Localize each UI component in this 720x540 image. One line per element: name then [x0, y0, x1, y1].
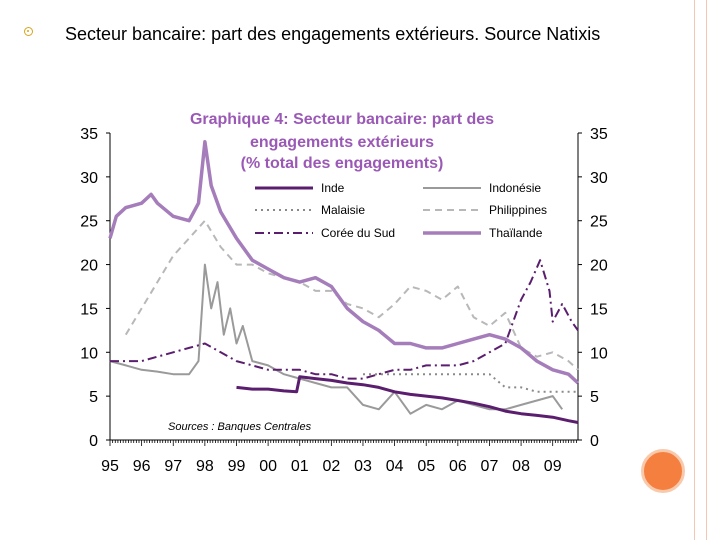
y-tick-label-left: 35 [80, 126, 98, 143]
y-tick-label-left: 25 [80, 214, 98, 231]
series-line-cor-e-du-sud [110, 259, 579, 380]
legend-label: Thaïlande [489, 226, 543, 240]
x-tick-label: 03 [354, 458, 372, 475]
y-tick-label-right: 20 [590, 258, 608, 275]
legend-label: Indonésie [489, 181, 541, 195]
y-tick-label-right: 30 [590, 170, 608, 187]
y-tick-label-right: 10 [590, 345, 608, 362]
y-tick-label-left: 0 [89, 433, 98, 450]
chart-title: Graphique 4: Secteur bancaire: part des e… [190, 111, 494, 172]
x-tick-label: 07 [481, 458, 499, 475]
series-line-malaisie [363, 373, 578, 393]
x-tick-label: 98 [196, 458, 214, 475]
y-tick-label-right: 15 [590, 301, 608, 318]
chart-source-label: Sources : Banques Centrales [168, 421, 312, 433]
y-tick-label-right: 0 [590, 433, 599, 450]
x-tick-label: 08 [512, 458, 530, 475]
series-line-indon-sie [109, 263, 564, 415]
chart-title-line-2: engagements extérieurs [250, 134, 434, 151]
chart-source: Sources : Banques Centrales [168, 421, 312, 433]
y-tick-label-left: 10 [80, 345, 98, 362]
y-tick-label-right: 25 [590, 214, 608, 231]
slide-border-line-left [694, 0, 695, 540]
chart-series [108, 140, 580, 424]
y-tick-label-right: 35 [590, 126, 608, 143]
legend-label: Inde [321, 181, 345, 195]
slide-border-line-right [706, 0, 707, 540]
ring-bullet-icon [24, 27, 33, 36]
x-tick-label: 96 [133, 458, 151, 475]
y-tick-label-left: 15 [80, 301, 98, 318]
x-tick-label: 00 [259, 458, 277, 475]
y-tick-label-left: 30 [80, 170, 98, 187]
x-tick-label: 01 [291, 458, 309, 475]
x-tick-label: 02 [322, 458, 340, 475]
series-line-philippines [124, 219, 579, 371]
slide-heading: Secteur bancaire: part des engagements e… [65, 24, 601, 44]
chart-legend: Inde Indonésie Malaisie Philippines Corée du… [255, 181, 547, 240]
x-tick-label: 05 [417, 458, 435, 475]
x-tick-label: 99 [228, 458, 246, 475]
x-tick-label: 06 [449, 458, 467, 475]
series-line-inde [236, 375, 579, 424]
x-tick-label: 95 [101, 458, 119, 475]
legend-label: Philippines [489, 203, 547, 217]
decorative-orange-circle [641, 449, 685, 493]
y-tick-label-left: 20 [80, 258, 98, 275]
x-tick-label: 09 [544, 458, 562, 475]
legend-label: Malaisie [321, 203, 365, 217]
legend-label: Corée du Sud [321, 226, 395, 240]
x-tick-label: 97 [164, 458, 182, 475]
chart-title-line-1: Graphique 4: Secteur bancaire: part des [190, 111, 494, 128]
y-tick-label-right: 5 [590, 389, 599, 406]
y-tick-label-left: 5 [89, 389, 98, 406]
series-line-tha-lande [108, 140, 580, 385]
x-tick-label: 04 [386, 458, 404, 475]
chart-title-line-3: (% total des engagements) [241, 155, 444, 172]
